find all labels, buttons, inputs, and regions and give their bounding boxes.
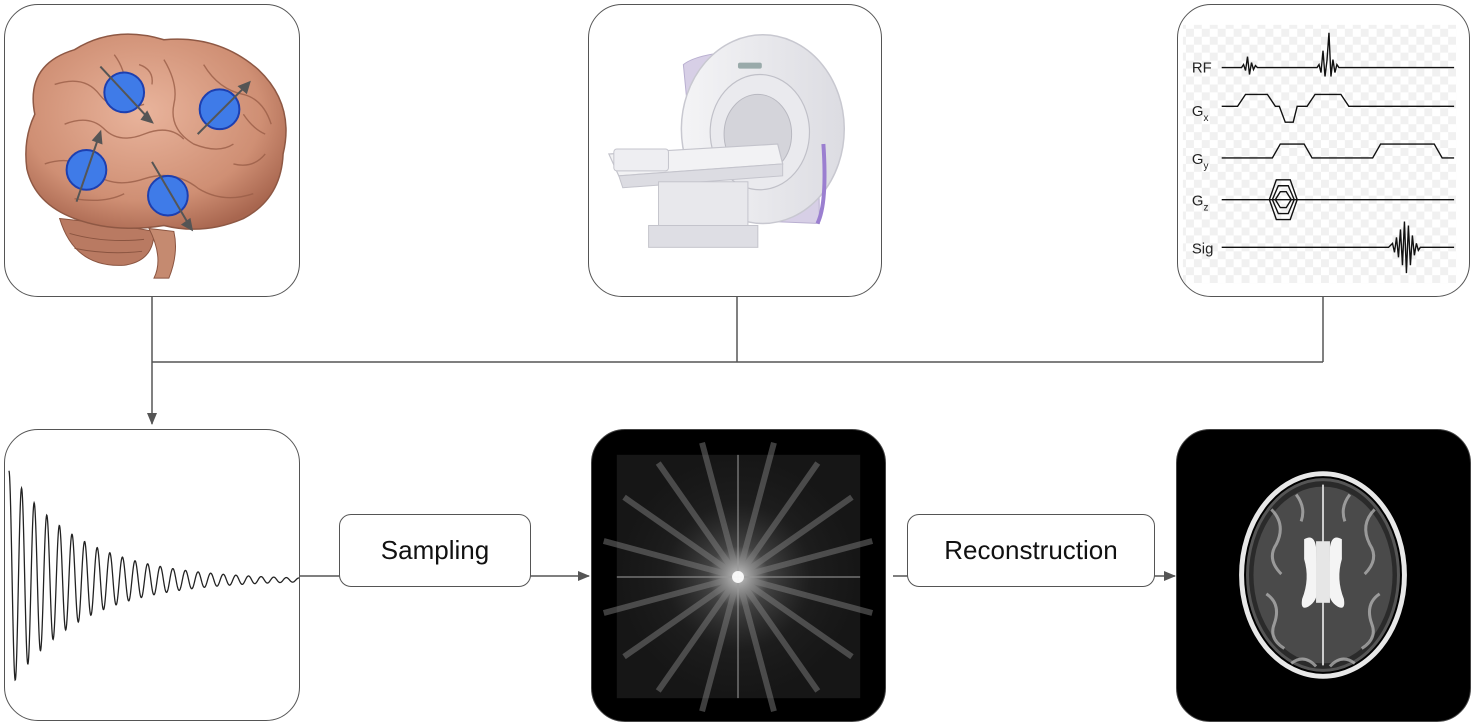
gy-trace	[1221, 143, 1455, 159]
kspace-panel	[591, 429, 886, 722]
sampling-label-box: Sampling	[339, 514, 531, 587]
sig-trace	[1221, 221, 1455, 274]
gy-subscript: y	[1203, 161, 1208, 172]
gx-trace	[1221, 93, 1455, 123]
reconstruction-label-box: Reconstruction	[907, 514, 1155, 587]
reconstruction-label: Reconstruction	[944, 535, 1118, 565]
svg-text:Gx: Gx	[1192, 104, 1209, 124]
gz-label: G	[1192, 194, 1204, 210]
gz-subscript: z	[1203, 203, 1208, 214]
scanner-panel	[588, 4, 882, 297]
spin-markers	[65, 65, 251, 232]
gx-subscript: x	[1203, 113, 1208, 124]
fid-waveform	[8, 470, 299, 682]
brain-mri-axial-image	[1239, 471, 1407, 679]
rf-label: RF	[1192, 61, 1212, 77]
svg-text:Gy: Gy	[1192, 152, 1209, 172]
kspace-image	[602, 441, 874, 713]
decaying-signal-plot	[8, 470, 299, 682]
lateral-ventricles	[1301, 537, 1345, 608]
gy-label: G	[1192, 152, 1204, 168]
sig-label: Sig	[1192, 241, 1214, 257]
pulse-sequence-diagram: RF Gx Gy Gz Sig	[1182, 24, 1457, 284]
gx-label: G	[1192, 104, 1204, 120]
pulse-sequence-panel: RF Gx Gy Gz Sig	[1177, 4, 1470, 297]
mri-scanner-illustration	[607, 34, 845, 248]
reconstructed-image-panel	[1176, 429, 1471, 722]
gz-phase-table	[1268, 179, 1298, 221]
sampling-label: Sampling	[380, 535, 490, 565]
rf-trace	[1221, 32, 1455, 77]
svg-text:Gz: Gz	[1192, 194, 1209, 214]
brain-illustration	[25, 33, 287, 279]
brain-panel	[4, 4, 300, 297]
fid-signal-panel	[4, 429, 300, 721]
